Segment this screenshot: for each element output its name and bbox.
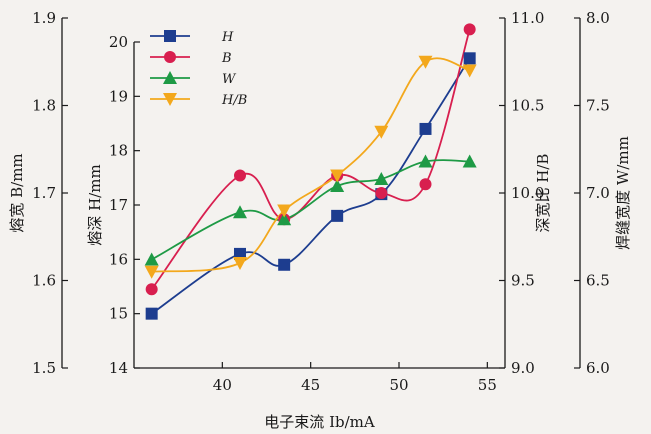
series-lines	[150, 29, 471, 315]
depth-axis-H-tick-label: 20	[109, 33, 128, 51]
data-point-w	[462, 154, 477, 168]
ratio-axis-HB-tick-label: 10.0	[511, 184, 544, 202]
data-point-h-b	[277, 204, 292, 218]
depth-axis-H-tick-label: 18	[109, 142, 128, 160]
ratio-axis-HB-title: 深宽比 H/B	[534, 154, 552, 233]
legend: HBW H/B	[150, 30, 247, 108]
ratio-axis-HB-tick-label: 10.5	[511, 97, 544, 115]
data-point-h	[278, 258, 291, 271]
seam-width-axis-W-tick-label: 8.0	[586, 9, 610, 27]
width-axis-B-tick-label: 1.8	[32, 97, 56, 115]
data-point-h	[419, 122, 432, 135]
legend-label-h-b: H/B	[221, 93, 247, 108]
data-point-w	[418, 154, 433, 168]
legend-label-h: H	[221, 30, 234, 45]
data-point-b	[463, 23, 476, 36]
depth-axis-H-title: 熔深 H/mm	[86, 164, 104, 245]
data-point-w	[330, 179, 345, 192]
data-point-b	[419, 178, 432, 191]
data-point-w	[144, 252, 159, 266]
data-point-w	[277, 212, 292, 226]
data-point-h	[463, 52, 476, 65]
seam-width-axis-W-tick-label: 6.5	[586, 272, 610, 290]
legend-marker-b	[164, 51, 176, 63]
seam-width-axis-W-title: 焊缝宽度 W/mm	[614, 136, 632, 250]
data-point-b	[234, 169, 246, 182]
x-tick-label: 55	[478, 376, 497, 394]
data-point-h-b	[374, 125, 389, 139]
legend-marker-h	[164, 30, 176, 42]
seam-width-axis-W-tick-label: 7.0	[586, 184, 610, 202]
depth-axis-H-tick-label: 14	[109, 359, 128, 377]
seam-width-axis-W-tick-label: 6.0	[586, 359, 610, 377]
data-point-h-b	[233, 257, 247, 270]
width-axis-B-tick-label: 1.9	[32, 9, 56, 27]
width-axis-B-tick-label: 1.5	[32, 359, 56, 377]
width-axis-B-title: 熔宽 B/mm	[8, 153, 26, 232]
data-point-h	[145, 307, 158, 320]
series-markers	[144, 23, 477, 320]
width-axis-B-tick-label: 1.6	[32, 272, 56, 290]
axes-layer: 40 45 50 55 电子束流 Ib/mA 1.5 1.6 1.7 1.8 1.9 熔宽 B/mm…	[8, 9, 632, 431]
depth-axis-H-tick-label: 17	[109, 196, 128, 214]
data-point-h-b	[330, 169, 345, 183]
legend-marker-w	[163, 71, 177, 84]
data-point-b	[375, 187, 388, 199]
ratio-axis-HB-tick-label: 9.0	[511, 359, 535, 377]
series-line-w	[151, 159, 470, 261]
legend-label-b: B	[221, 51, 232, 66]
x-axis-title: 电子束流 Ib/mA	[264, 413, 375, 431]
data-point-w	[233, 205, 247, 219]
data-point-h	[234, 247, 246, 260]
depth-axis-H-tick-label: 19	[109, 87, 128, 105]
width-axis-B-tick-label: 1.7	[32, 184, 56, 202]
depth-axis-H-tick-label: 15	[109, 305, 128, 323]
series-line-b	[150, 29, 471, 290]
seam-width-axis-W-tick-label: 7.5	[586, 97, 610, 115]
data-point-w	[374, 172, 389, 185]
legend-label-w: W	[222, 72, 237, 87]
data-point-b	[145, 283, 158, 296]
data-point-h-b	[462, 64, 477, 78]
legend-marker-h-b	[163, 93, 177, 106]
data-point-h-b	[144, 265, 159, 279]
data-point-h-b	[418, 55, 433, 69]
data-point-h	[331, 209, 344, 222]
x-tick-label: 40	[213, 376, 232, 394]
ratio-axis-HB-tick-label: 11.0	[511, 9, 544, 27]
x-tick-label: 45	[301, 376, 320, 394]
depth-axis-H-tick-label: 16	[109, 250, 128, 268]
x-tick-label: 50	[389, 376, 408, 394]
ratio-axis-HB-tick-label: 9.5	[511, 272, 535, 290]
